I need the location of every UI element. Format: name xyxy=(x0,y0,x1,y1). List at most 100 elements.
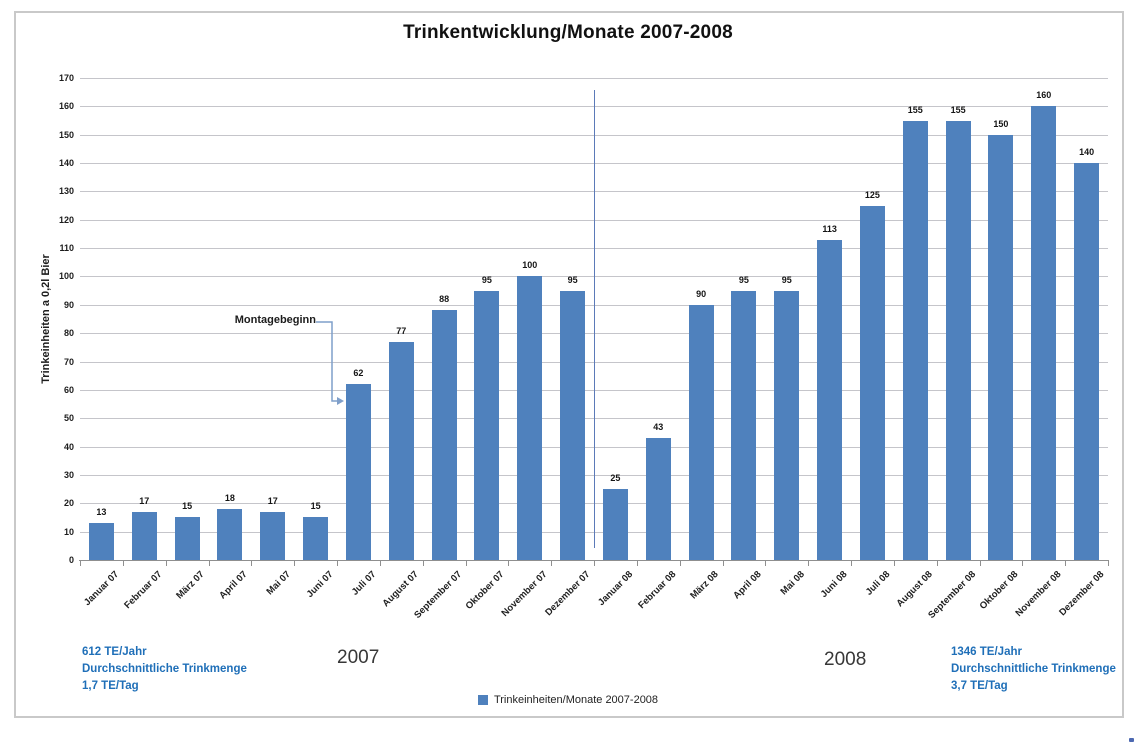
legend-swatch-icon xyxy=(477,695,488,705)
y-tick-label: 100 xyxy=(58,271,74,282)
bar-value-label: 18 xyxy=(224,492,235,503)
bar-value-label: 90 xyxy=(696,288,707,299)
y-tick-label: 30 xyxy=(63,469,74,480)
stats-2007-caption: Durchschnittliche Trinkmenge xyxy=(82,663,247,675)
bar xyxy=(388,341,414,560)
x-tick-label: Oktober 08 xyxy=(977,569,1021,612)
bar-value-label: 13 xyxy=(96,507,107,518)
x-tick-label: Dezember 08 xyxy=(1057,569,1107,619)
x-tick-label: Februar 08 xyxy=(635,569,679,612)
x-tick-label: Juni 07 xyxy=(304,569,336,600)
x-axis-tick xyxy=(808,561,810,566)
bar xyxy=(1031,106,1057,560)
bar xyxy=(945,120,971,560)
x-axis-tick xyxy=(594,561,595,566)
x-tick-label: Juli 08 xyxy=(863,569,893,598)
bar-value-label: 43 xyxy=(653,422,664,433)
x-axis-tick xyxy=(294,561,296,566)
bar xyxy=(88,523,114,560)
y-tick-label: 40 xyxy=(63,441,74,452)
bar xyxy=(774,290,800,560)
bar xyxy=(645,438,671,560)
bar-value-label: 140 xyxy=(1079,147,1095,158)
stats-2008: 1346 TE/Jahr Durchschnittliche Trinkmeng… xyxy=(951,644,1116,695)
bar-value-label: 95 xyxy=(781,274,792,285)
bar-value-label: 155 xyxy=(907,104,923,115)
bar xyxy=(817,239,843,560)
bar xyxy=(1074,163,1100,560)
legend-series-label: Trinkeinheiten/Monate 2007-2008 xyxy=(493,694,659,706)
bar xyxy=(859,205,885,560)
y-tick-label: 150 xyxy=(58,129,74,140)
x-axis-tick xyxy=(1022,561,1024,566)
annotation-label: Montagebeginn xyxy=(234,314,316,326)
stats-2008-per-day: 3,7 TE/Tag xyxy=(951,680,1008,692)
y-tick-label: 10 xyxy=(63,526,74,537)
x-axis-tick xyxy=(80,561,81,566)
x-axis-tick xyxy=(465,561,467,566)
stats-2007: 612 TE/Jahr Durchschnittliche Trinkmenge… xyxy=(82,644,247,695)
bar xyxy=(303,517,329,560)
x-tick-label: Dezember 07 xyxy=(543,569,593,619)
bar xyxy=(345,384,371,560)
bar-value-label: 100 xyxy=(522,260,538,271)
x-axis-tick xyxy=(636,561,638,566)
x-axis-tick xyxy=(979,561,981,566)
x-axis-tick xyxy=(379,561,381,566)
bar-value-label: 77 xyxy=(396,325,407,336)
stats-2007-per-day: 1,7 TE/Tag xyxy=(82,680,139,692)
x-tick-label: März 07 xyxy=(174,569,207,602)
x-tick-label: April 07 xyxy=(217,569,250,602)
x-axis-tick xyxy=(508,561,510,566)
gridline xyxy=(80,78,1108,79)
year-label-2008: 2008 xyxy=(824,649,867,670)
bar xyxy=(174,517,200,560)
x-axis-tick xyxy=(936,561,938,566)
bar-value-label: 155 xyxy=(950,104,966,115)
y-tick-label: 140 xyxy=(58,158,74,169)
y-tick-label: 90 xyxy=(63,299,74,310)
x-tick-label: November 07 xyxy=(499,569,550,619)
bar xyxy=(602,489,628,560)
x-axis-tick xyxy=(1065,561,1067,566)
x-axis-tick xyxy=(722,561,724,566)
y-tick-label: 0 xyxy=(68,555,74,565)
x-axis-line xyxy=(79,560,1109,561)
bar-value-label: 17 xyxy=(267,495,278,506)
x-axis-tick xyxy=(551,561,553,566)
y-tick-label: 110 xyxy=(59,243,74,254)
y-tick-label: 50 xyxy=(63,413,74,424)
x-tick-label: Mai 07 xyxy=(264,569,293,598)
annotation-arrow-icon xyxy=(316,321,344,405)
bar xyxy=(217,508,243,560)
bar-value-label: 62 xyxy=(353,368,364,379)
x-tick-label: März 08 xyxy=(688,569,721,602)
x-axis-tick xyxy=(122,561,124,566)
x-tick-label: August 07 xyxy=(380,569,422,610)
bar-value-label: 17 xyxy=(139,495,150,506)
y-tick-label: 60 xyxy=(63,384,74,395)
x-axis-tick xyxy=(422,561,424,566)
bar xyxy=(902,120,928,560)
year-label-2007: 2007 xyxy=(337,647,380,668)
x-axis-tick xyxy=(1108,561,1109,566)
bar xyxy=(260,511,286,560)
x-tick-label: November 08 xyxy=(1013,569,1064,619)
x-tick-label: Juli 07 xyxy=(349,569,379,598)
bar-value-label: 95 xyxy=(738,274,749,285)
stats-2008-total: 1346 TE/Jahr xyxy=(951,646,1022,658)
legend: Trinkeinheiten/Monate 2007-2008 xyxy=(14,694,1122,706)
x-tick-label: Mai 08 xyxy=(778,569,807,598)
bar-value-label: 88 xyxy=(439,294,450,305)
x-axis-tick xyxy=(165,561,167,566)
year-divider-line xyxy=(594,90,595,548)
y-tick-label: 120 xyxy=(58,214,74,225)
x-tick-label: Januar 07 xyxy=(82,569,122,609)
bar xyxy=(560,290,586,560)
x-tick-label: April 08 xyxy=(731,569,764,602)
x-axis-tick xyxy=(679,561,681,566)
x-axis-tick xyxy=(208,561,210,566)
y-tick-label: 80 xyxy=(63,328,74,339)
